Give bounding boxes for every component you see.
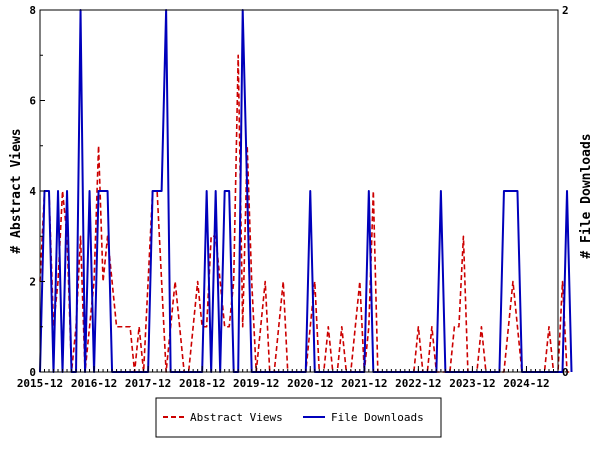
x-tick-label: 2023-12 (449, 377, 495, 390)
x-tick-label: 2015-12 (17, 377, 63, 390)
plot-area (40, 10, 558, 372)
legend-box (155, 397, 442, 438)
x-tick-label: 2020-12 (287, 377, 333, 390)
y-axis-right-title: # File Downloads (579, 133, 594, 258)
legend-label-abstract-views: Abstract Views (190, 411, 283, 424)
y-left-tick-label: 8 (29, 4, 36, 17)
x-tick-label: 2017-12 (125, 377, 171, 390)
legend-label-file-downloads: File Downloads (331, 411, 424, 424)
y-left-tick-label: 2 (29, 276, 36, 289)
x-tick-label: 2018-12 (179, 377, 225, 390)
axis-layer: 2015-12 2016-12 2017-12 2018-12 2019-12 2020-… (17, 4, 569, 390)
legend: Abstract Views File Downloads (155, 397, 442, 438)
y-left-tick-label: 4 (29, 185, 36, 198)
x-tick-label: 2022-12 (395, 377, 441, 390)
y-right-tick-label: 0 (562, 366, 569, 379)
y-left-tick-label: 6 (29, 95, 36, 108)
y-axis-left-title: # Abstract Views (9, 128, 24, 253)
x-tick-label: 2019-12 (233, 377, 279, 390)
x-tick-label: 2021-12 (341, 377, 387, 390)
y-left-tick-label: 0 (29, 366, 36, 379)
y-right-tick-label: 2 (562, 4, 569, 17)
x-tick-label: 2024-12 (503, 377, 549, 390)
x-tick-label: 2016-12 (71, 377, 117, 390)
